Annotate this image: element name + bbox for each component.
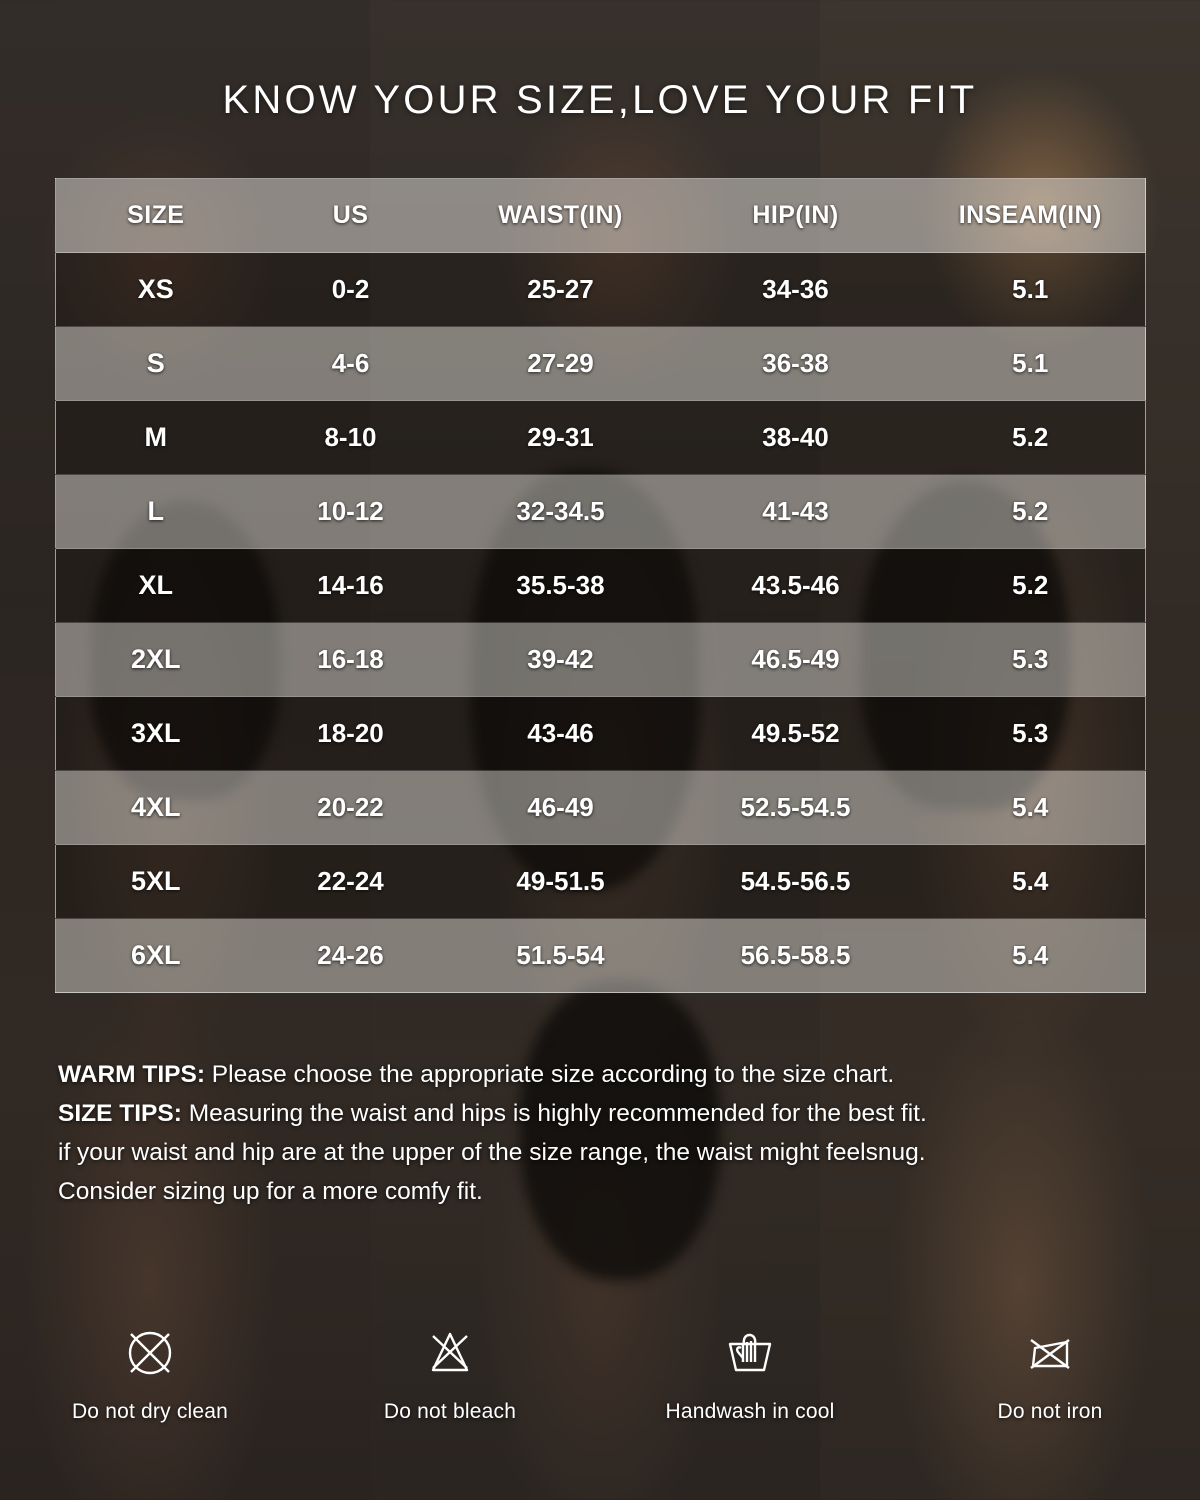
cell-waist: 49-51.5 [516,866,605,896]
cell-waist: 32-34.5 [516,496,605,526]
size-chart-table: SIZE US WAIST(IN) HIP(IN) INSEAM(IN) XS … [55,178,1146,993]
care-item-do-not-iron: Do not iron [900,1320,1200,1424]
cell-waist: 43-46 [527,718,594,748]
cell-inseam: 5.2 [1012,570,1049,600]
cell-waist: 46-49 [527,792,594,822]
background-garment [90,500,280,800]
cell-inseam: 5.3 [1012,718,1049,748]
cell-size: S [146,348,165,378]
cell-waist: 39-42 [527,644,594,674]
cell-size: 6XL [130,940,181,970]
cell-us: 24-26 [317,940,384,970]
size-tips-line: SIZE TIPS: Measuring the waist and hips … [58,1094,1148,1133]
care-item-handwash-in-cool: Handwash in cool [600,1320,900,1424]
cell-hip: 38-40 [762,422,829,452]
cell-us: 22-24 [317,866,384,896]
table-row: XL 14-16 35.5-38 43.5-46 5.2 [55,548,1146,623]
background-garment [860,480,1070,810]
cell-inseam: 5.4 [1012,866,1049,896]
table-row: 5XL 22-24 49-51.5 54.5-56.5 5.4 [55,844,1146,919]
cell-waist: 35.5-38 [516,570,605,600]
cell-hip: 43.5-46 [751,570,840,600]
cell-us: 8-10 [324,422,377,452]
size-tips-label: SIZE TIPS: [58,1100,182,1127]
cell-us: 10-12 [317,496,384,526]
cell-inseam: 5.1 [1012,274,1049,304]
table-row: XS 0-2 25-27 34-36 5.1 [55,252,1146,327]
column-header-us: US [332,201,369,229]
warm-tips-text: Please choose the appropriate size accor… [205,1061,895,1088]
cell-inseam: 5.2 [1012,422,1049,452]
care-item-do-not-dry-clean: Do not dry clean [0,1320,300,1424]
care-label: Do not iron [997,1400,1103,1423]
cell-us: 4-6 [331,348,370,378]
table-row: L 10-12 32-34.5 41-43 5.2 [55,474,1146,549]
page-title: KNOW YOUR SIZE,LOVE YOUR FIT [222,78,978,122]
background-garment [470,470,700,890]
warm-tips-label: WARM TIPS: [58,1061,205,1088]
cell-us: 20-22 [317,792,384,822]
tips-line-3: if your waist and hip are at the upper o… [58,1139,926,1166]
cell-waist: 29-31 [527,422,594,452]
care-label: Handwash in cool [665,1400,835,1423]
table-row: 6XL 24-26 51.5-54 56.5-58.5 5.4 [55,918,1146,993]
size-tips-text: Measuring the waist and hips is highly r… [181,1100,927,1127]
table-row: 3XL 18-20 43-46 49.5-52 5.3 [55,696,1146,771]
cell-size: 2XL [130,644,181,674]
table-row: M 8-10 29-31 38-40 5.2 [55,400,1146,475]
column-header-inseam: INSEAM(IN) [958,201,1102,229]
cell-hip: 41-43 [762,496,829,526]
cell-us: 0-2 [331,274,370,304]
table-row: 4XL 20-22 46-49 52.5-54.5 5.4 [55,770,1146,845]
cell-hip: 56.5-58.5 [740,940,851,970]
do-not-iron-icon [1021,1320,1079,1386]
cell-size: 5XL [130,866,181,896]
care-instructions-row: Do not dry clean Do not bleach [0,1320,1200,1424]
cell-hip: 52.5-54.5 [740,792,851,822]
cell-hip: 36-38 [762,348,829,378]
cell-inseam: 5.4 [1012,792,1049,822]
handwash-icon [721,1320,779,1386]
cell-us: 16-18 [317,644,384,674]
table-header: SIZE US WAIST(IN) HIP(IN) INSEAM(IN) [55,178,1146,253]
cell-size: 4XL [130,792,181,822]
tips-line-4: Consider sizing up for a more comfy fit. [58,1178,483,1205]
do-not-dry-clean-icon [121,1320,179,1386]
column-header-hip: HIP(IN) [752,201,839,229]
care-label: Do not dry clean [71,1400,229,1423]
warm-tips-line: WARM TIPS: Please choose the appropriate… [58,1055,1148,1094]
cell-size: XS [137,274,174,304]
care-label: Do not bleach [383,1400,517,1423]
care-item-do-not-bleach: Do not bleach [300,1320,600,1424]
tips-block: WARM TIPS: Please choose the appropriate… [58,1055,1148,1211]
cell-inseam: 5.1 [1012,348,1049,378]
cell-us: 14-16 [317,570,384,600]
cell-hip: 34-36 [762,274,829,304]
table-body: XS 0-2 25-27 34-36 5.1 S 4-6 27-29 36-38… [55,252,1146,993]
cell-inseam: 5.2 [1012,496,1049,526]
table-header-row: SIZE US WAIST(IN) HIP(IN) INSEAM(IN) [55,178,1146,253]
table-row: 2XL 16-18 39-42 46.5-49 5.3 [55,622,1146,697]
cell-us: 18-20 [317,718,384,748]
cell-hip: 46.5-49 [751,644,840,674]
cell-waist: 25-27 [527,274,594,304]
column-header-waist: WAIST(IN) [498,201,623,229]
cell-size: L [147,496,165,526]
column-header-size: SIZE [127,201,185,229]
cell-waist: 27-29 [527,348,594,378]
background-garment [520,980,720,1280]
cell-hip: 54.5-56.5 [740,866,851,896]
do-not-bleach-icon [421,1320,479,1386]
cell-size: XL [138,570,173,600]
cell-inseam: 5.3 [1012,644,1049,674]
cell-size: M [144,422,168,452]
cell-size: 3XL [130,718,181,748]
cell-hip: 49.5-52 [751,718,840,748]
cell-inseam: 5.4 [1012,940,1049,970]
table-row: S 4-6 27-29 36-38 5.1 [55,326,1146,401]
cell-waist: 51.5-54 [516,940,605,970]
